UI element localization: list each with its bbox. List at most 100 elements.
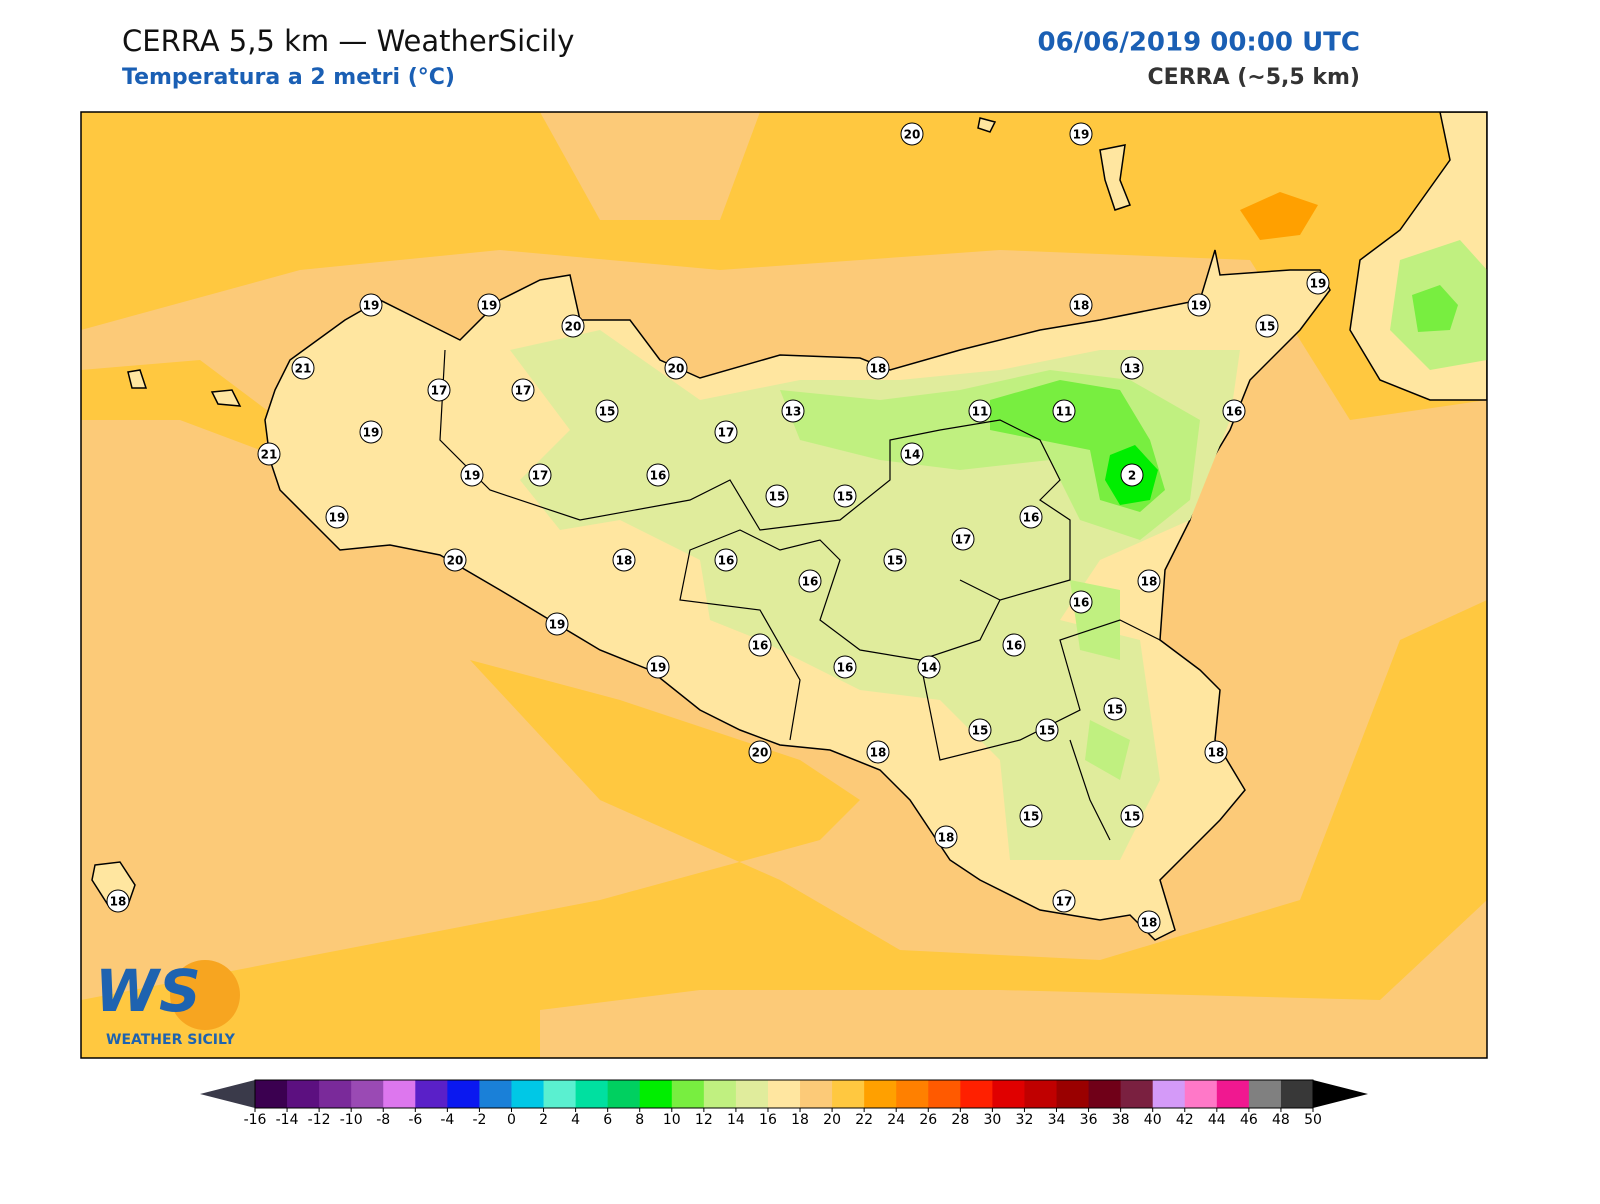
colorbar-tick-label: 30 [983,1112,1001,1128]
station: 19 [325,505,349,529]
station: 17 [714,420,738,444]
station-value: 16 [837,661,854,675]
station-marker [1019,804,1043,828]
station: 20 [748,740,772,764]
station-value: 16 [650,469,667,483]
colorbar-tick-label: -2 [472,1112,486,1128]
station: 17 [528,463,552,487]
colorbar-tick-label: -16 [244,1112,267,1128]
colorbar-box [383,1080,416,1108]
station-marker [900,442,924,466]
colorbar-tick-label: -12 [308,1112,331,1128]
station-value: 18 [938,831,955,845]
model: CERRA (~5,5 km) [1148,65,1360,90]
station: 19 [1306,271,1330,295]
station: 20 [900,122,924,146]
station: 15 [833,484,857,508]
station-value: 20 [904,128,921,142]
colorbar-box [351,1080,384,1108]
station-marker [1120,463,1144,487]
station-marker [968,718,992,742]
station-value: 18 [1208,746,1225,760]
station-value: 18 [1141,916,1158,930]
station-value: 19 [1191,299,1208,313]
station-marker [714,548,738,572]
colorbar-box [864,1080,897,1108]
station-marker [1255,314,1279,338]
station-marker [1120,804,1144,828]
station-value: 19 [1310,277,1327,291]
station: 16 [798,569,822,593]
station: 21 [257,442,281,466]
colorbar-tick-label: -10 [340,1112,363,1128]
station-value: 19 [329,511,346,525]
station: 13 [1120,356,1144,380]
station-value: 18 [1141,575,1158,589]
station-value: 15 [1107,703,1124,717]
colorbar-box [1024,1080,1058,1108]
station-marker [917,655,941,679]
colorbar-box [1120,1080,1154,1108]
station: 19 [359,293,383,317]
colorbar-tick-label: 20 [823,1112,841,1128]
station-value: 18 [870,362,887,376]
station-marker [359,420,383,444]
station-marker [866,356,890,380]
station-marker [1052,889,1076,913]
colorbar-box [1184,1080,1218,1108]
station: 16 [833,655,857,679]
colorbar-over [1313,1080,1368,1108]
colorbar-tick-label: 8 [635,1112,644,1128]
station-value: 21 [261,448,278,462]
station-marker [646,463,670,487]
field-band [540,112,760,220]
station-marker [427,378,451,402]
station-marker [1204,740,1228,764]
colorbar-box [832,1080,865,1108]
station-marker [1222,399,1246,423]
colorbar-tick-label: 40 [1144,1112,1162,1128]
station-marker [545,612,569,636]
station-value: 13 [1124,362,1141,376]
station-marker [646,655,670,679]
station: 15 [1255,314,1279,338]
station-value: 18 [870,746,887,760]
station-marker [106,889,130,913]
station-marker [511,378,535,402]
station-value: 14 [921,661,938,675]
station: 2 [1120,463,1144,487]
colorbar-tick-label: 12 [695,1112,713,1128]
station: 17 [951,527,975,551]
station-marker [1035,718,1059,742]
station: 19 [477,293,501,317]
station-value: 15 [1259,320,1276,334]
map-frame [80,111,1488,1059]
station: 11 [1052,399,1076,423]
colorbar-box [415,1080,448,1108]
station: 18 [866,356,890,380]
colorbar-box [1088,1080,1122,1108]
station: 17 [511,378,535,402]
station-value: 15 [837,490,854,504]
station: 18 [1069,293,1093,317]
station-value: 18 [616,554,633,568]
colorbar-box [928,1080,961,1108]
station-marker [781,399,805,423]
station-value: 20 [447,554,464,568]
station-marker [1069,293,1093,317]
station: 14 [917,655,941,679]
colorbar-tick-label: 4 [571,1112,580,1128]
station-marker [1103,697,1127,721]
colorbar-tick-label: 0 [507,1112,516,1128]
colorbar-tick-label: 26 [919,1112,937,1128]
colorbar-box [767,1080,801,1108]
colorbar-tick-label: 22 [855,1112,873,1128]
colorbar-box [735,1080,769,1108]
station-marker [1137,910,1161,934]
station: 15 [1035,718,1059,742]
station-value: 18 [110,895,127,909]
station: 20 [561,314,585,338]
colorbar-box [447,1080,480,1108]
station: 16 [1069,590,1093,614]
map [81,112,1487,1058]
